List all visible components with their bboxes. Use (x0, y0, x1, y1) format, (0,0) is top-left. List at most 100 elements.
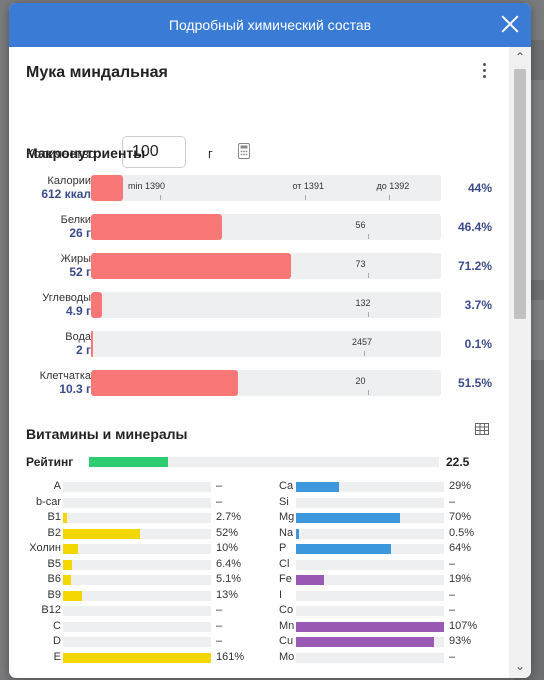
macro-row: Белки 26 г 56 46.4% (9, 214, 509, 244)
vitamin-bar (63, 544, 211, 554)
mineral-percent: – (449, 557, 456, 570)
vitamin-row: E 161% (9, 651, 249, 665)
macro-bar-fill (91, 253, 291, 279)
vitamin-row: Холин 10% (9, 542, 249, 556)
vitamin-row: B9 13% (9, 589, 249, 603)
mineral-row: Co – (259, 604, 499, 618)
macro-bar: 56 (91, 214, 441, 240)
vitamin-percent: 5.1% (216, 573, 242, 585)
calculator-icon[interactable] (238, 143, 250, 159)
macro-name: Углеводы (42, 292, 91, 304)
macro-value: 26 г (69, 226, 91, 240)
vitamin-bar (63, 513, 211, 523)
vitamin-bar (63, 590, 211, 601)
vitamin-percent: 52% (216, 526, 239, 539)
mineral-row: Mn 107% (259, 620, 499, 634)
mineral-name: I (279, 588, 283, 601)
macro-bar: min 1390 от 1391 до 1392 (91, 175, 441, 201)
macro-row: Клетчатка 10.3 г 20 51.5% (9, 370, 509, 400)
macro-value: 2 г (75, 343, 91, 357)
macro-percent: 0.1% (464, 337, 492, 351)
vitamin-row: D – (9, 635, 249, 649)
table-icon[interactable] (475, 423, 489, 435)
vitamin-percent: – (216, 604, 223, 616)
vitamin-name: B6 (47, 573, 61, 585)
vitamin-bar (63, 606, 211, 616)
quantity-label: Количество (26, 146, 96, 161)
macro-row: Калории 612 ккал min 1390 от 1391 до 1392 44% (9, 175, 509, 205)
mineral-bar-fill (296, 528, 299, 539)
macro-norm-tick (304, 195, 306, 200)
mineral-bar-fill (296, 575, 325, 585)
mineral-percent: 64% (449, 542, 472, 554)
macro-row: Углеводы 4.9 г 132 3.7% (9, 292, 509, 322)
macro-norm-mark: 20 (355, 376, 366, 386)
vitamin-bar-fill (63, 652, 211, 663)
vitamin-row: B2 52% (9, 527, 249, 541)
macro-norm-tick (367, 273, 369, 278)
mineral-percent: – (449, 495, 456, 508)
mineral-row: P 64% (259, 542, 499, 556)
mineral-name: Cu (279, 635, 294, 647)
mineral-name: Cl (279, 557, 290, 570)
macro-norm-mark: от 1391 (292, 181, 324, 191)
mineral-percent: – (449, 604, 456, 616)
chevron-down-icon[interactable]: ⌄ (514, 659, 526, 673)
macro-row: Вода 2 г 2457 0.1% (9, 331, 509, 361)
macro-value: 10.3 г (59, 382, 91, 396)
macro-bar-fill (91, 214, 223, 240)
vitamin-row: B6 5.1% (9, 573, 249, 587)
mineral-bar (296, 590, 444, 601)
scrollbar-thumb[interactable] (514, 69, 526, 319)
mineral-percent: 19% (449, 573, 472, 585)
macro-norm-tick (367, 312, 369, 317)
mineral-row: I – (259, 589, 499, 603)
vitamin-bar-fill (63, 559, 73, 570)
scrollbar[interactable]: ⌃ ⌄ (509, 47, 531, 678)
vitamin-name: B1 (47, 511, 61, 523)
vitamin-row: B5 6.4% (9, 558, 249, 572)
vitamin-bar (63, 575, 211, 585)
vitamin-bar-fill (63, 590, 83, 601)
vitamin-bar (63, 652, 211, 663)
macro-bar: 73 (91, 253, 441, 279)
macro-value: 52 г (69, 265, 91, 279)
vitamin-name: B5 (47, 557, 61, 570)
mineral-bar-fill (296, 544, 391, 554)
vitamin-bar-fill (63, 544, 78, 554)
mineral-row: Si – (259, 496, 499, 510)
mineral-percent: – (449, 650, 456, 663)
kebab-menu-icon[interactable] (479, 63, 489, 79)
mineral-bar (296, 513, 444, 523)
vitamins-section-title: Витамины и минералы (26, 426, 188, 442)
close-icon[interactable] (499, 13, 521, 35)
mineral-bar (296, 559, 444, 570)
chemical-composition-modal: Подробный химический состав Мука миндаль… (9, 3, 531, 678)
macro-norm-mark: 56 (355, 220, 366, 230)
macro-name: Клетчатка (39, 370, 91, 382)
macro-percent: 71.2% (457, 259, 492, 273)
mineral-row: Ca 29% (259, 480, 499, 494)
quantity-input[interactable] (122, 136, 186, 168)
vitamin-bar (63, 559, 211, 570)
macro-percent: 46.4% (457, 220, 492, 234)
macro-norm-mark: 2457 (352, 337, 373, 347)
vitamin-percent: – (216, 635, 223, 647)
vitamin-percent: – (216, 480, 223, 492)
macro-norm-tick (367, 390, 369, 395)
chevron-up-icon[interactable]: ⌃ (514, 50, 526, 64)
vitamin-name: B9 (47, 588, 61, 601)
macro-name: Белки (60, 214, 91, 226)
vitamin-percent: 161% (216, 650, 245, 663)
vitamin-name: E (53, 650, 61, 663)
mineral-name: Mg (279, 511, 295, 523)
vitamin-row: b-car – (9, 496, 249, 510)
macros-section-title: Макронутриенты (26, 145, 146, 161)
vitamin-percent: 13% (216, 588, 239, 601)
vitamin-percent: – (216, 495, 223, 508)
rating-label: Рейтинг (26, 455, 74, 469)
rating-value: 22.5 (446, 455, 470, 469)
mineral-name: Co (279, 604, 294, 616)
vitamin-bar (63, 497, 211, 508)
vitamin-bar-fill (63, 575, 71, 585)
